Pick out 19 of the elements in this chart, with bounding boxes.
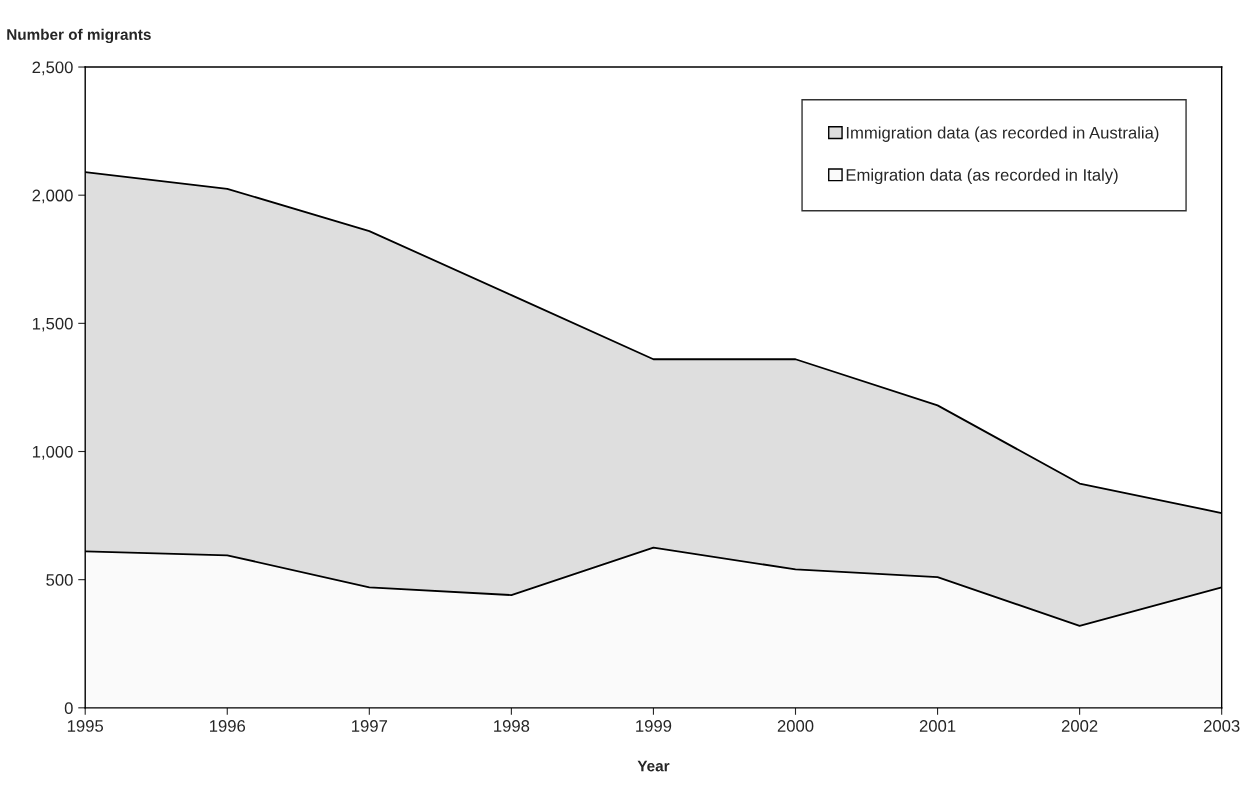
x-tick-label: 2002 [1061,720,1098,732]
x-tick-label: 1998 [494,720,530,732]
y-tick-label: 0 [64,702,73,715]
x-tick-label: 1996 [210,720,246,732]
x-tick-label: 2001 [919,720,956,732]
x-tick-label: 1995 [67,720,104,732]
x-axis-title: Year [637,760,670,772]
x-tick-label: 1997 [352,720,388,732]
x-tick-label: 2003 [1203,720,1240,732]
legend-label: Emigration data (as recorded in Italy) [846,168,1118,185]
y-tick-label: 2,000 [32,189,73,204]
y-tick-label: 1,500 [32,317,73,332]
x-tick-label: 1999 [636,720,672,732]
y-tick-label: 2,500 [32,61,73,76]
y-tick-label: 1,000 [32,445,73,460]
legend-label: Immigration data (as recorded in Australia) [846,126,1159,142]
y-tick-label: 500 [46,574,73,586]
x-tick-label: 2000 [777,720,814,732]
chart-title: Number of migrants [7,28,151,44]
